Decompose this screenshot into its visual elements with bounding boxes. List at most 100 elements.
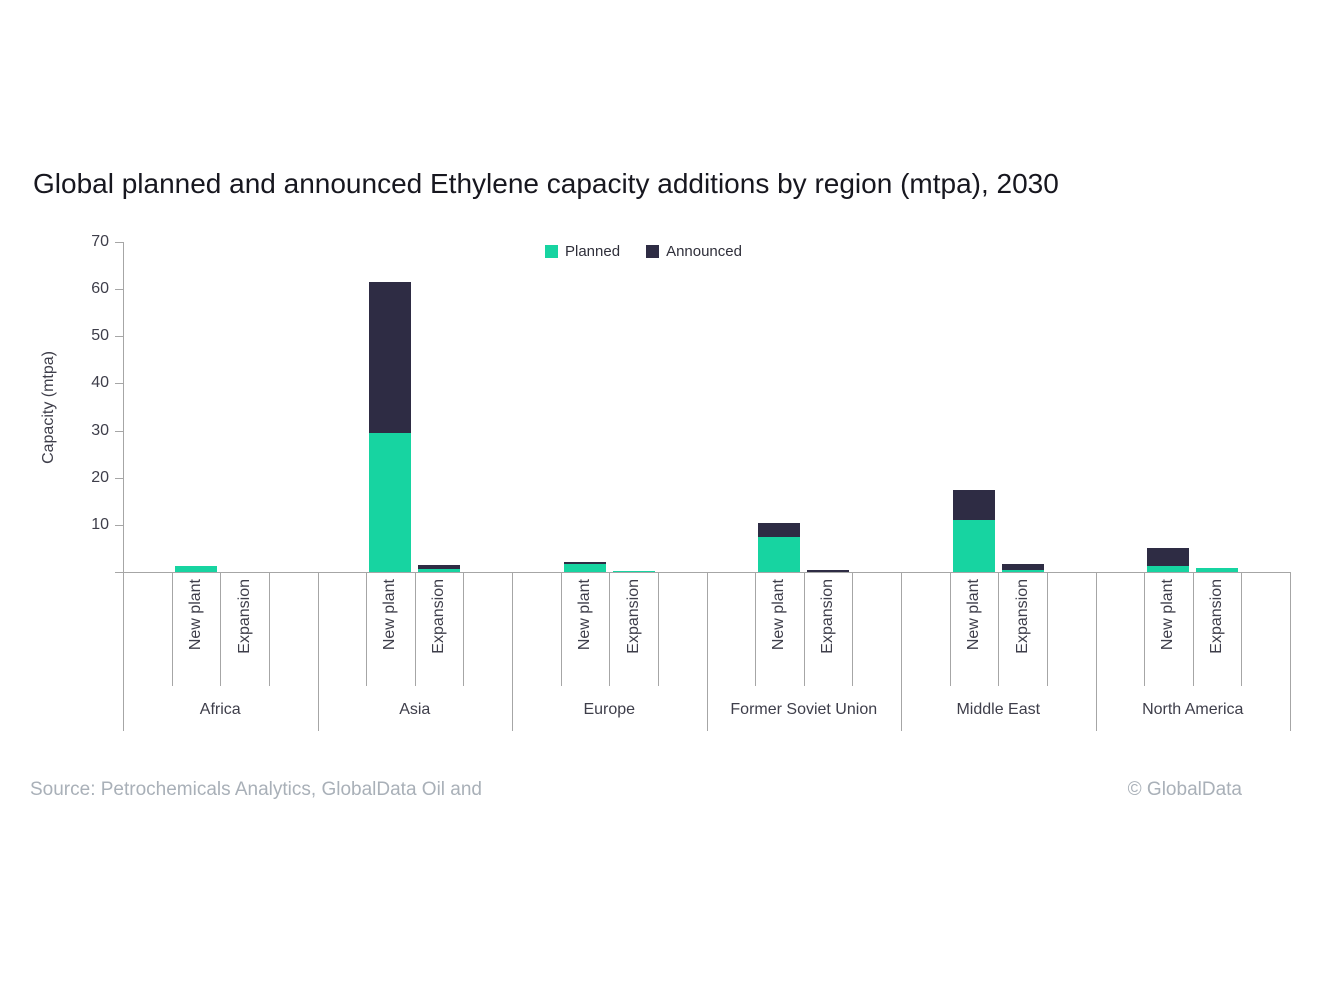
y-axis-title-text: Capacity (mtpa) <box>40 350 57 464</box>
y-tick-label: 70 <box>91 233 109 250</box>
category-cell-separator <box>414 572 416 686</box>
y-tick-label: 50 <box>91 327 109 345</box>
subcategory-label-text: New plant <box>381 579 399 651</box>
legend: Planned Announced <box>545 243 742 260</box>
subcategory-label-text: Expansion <box>1013 579 1031 654</box>
y-tick-label: 10 <box>91 515 109 533</box>
subcategory-label-text: Expansion <box>1208 579 1226 654</box>
category-cell-separator <box>463 572 465 686</box>
category-cell-separator <box>755 572 757 686</box>
y-tick-label: 40 <box>91 374 109 392</box>
bar-announced-asia-expansion <box>418 565 461 570</box>
category-cell-separator <box>1144 572 1146 686</box>
bar-planned-europe-expansion <box>612 570 655 572</box>
bar-announced-asia-new_plant <box>369 282 412 433</box>
bar-announced-europe-new_plant <box>563 561 606 564</box>
category-cell-separator <box>657 572 659 686</box>
subcategory-label-expansion: Expansion <box>220 579 269 682</box>
subcategory-label-new-plant: New plant <box>172 579 221 682</box>
legend-item-planned: Planned <box>545 243 620 260</box>
legend-swatch-icon <box>646 245 660 258</box>
bar-planned-europe-new_plant <box>563 563 606 572</box>
group-separator <box>317 572 319 731</box>
bar-planned-north-america-new_plant <box>1147 565 1190 572</box>
subcategory-label-text: New plant <box>964 579 982 651</box>
y-tick-mark <box>115 336 123 338</box>
region-label-former-soviet-union: Former Soviet Union <box>730 701 878 718</box>
subcategory-label-expansion: Expansion <box>609 579 658 682</box>
bar-announced-middle-east-new_plant <box>952 490 995 521</box>
category-cell-separator <box>998 572 1000 686</box>
bar-planned-africa-new_plant <box>174 565 217 572</box>
y-axis-title: Capacity (mtpa) <box>38 242 60 572</box>
subcategory-label-text: Expansion <box>235 579 253 654</box>
category-cell-separator <box>171 572 173 686</box>
legend-item-announced: Announced <box>646 243 742 260</box>
subcategory-label-new-plant: New plant <box>561 579 610 682</box>
x-axis-line <box>115 572 1290 573</box>
legend-label: Planned <box>565 243 621 260</box>
source-note: Source: Petrochemicals Analytics, Global… <box>30 779 482 800</box>
legend-label: Announced <box>666 243 742 260</box>
category-cell-separator <box>949 572 951 686</box>
y-tick-label: 20 <box>91 468 109 486</box>
subcategory-label-text: New plant <box>575 579 593 651</box>
category-cell-separator <box>560 572 562 686</box>
bar-planned-former-soviet-union-new_plant <box>758 536 801 572</box>
subcategory-label-new-plant: New plant <box>755 579 804 682</box>
subcategory-label-text: New plant <box>1159 579 1177 651</box>
subcategory-label-text: Expansion <box>430 579 448 654</box>
group-separator <box>1290 572 1291 731</box>
region-label-asia: Asia <box>399 701 431 718</box>
subcategory-label-new-plant: New plant <box>366 579 415 682</box>
category-cell-separator <box>609 572 611 686</box>
legend-swatch-icon <box>545 245 558 258</box>
category-cell-separator <box>803 572 805 686</box>
group-separator <box>706 572 708 731</box>
category-cell-separator <box>1192 572 1194 686</box>
subcategory-label-text: Expansion <box>624 579 642 654</box>
bar-announced-north-america-new_plant <box>1147 548 1190 566</box>
subcategory-label-expansion: Expansion <box>998 579 1047 682</box>
category-cell-separator <box>852 572 854 686</box>
bar-planned-north-america-expansion <box>1196 567 1239 572</box>
region-label-europe: Europe <box>583 701 636 718</box>
y-tick-label: 60 <box>91 280 109 298</box>
y-axis-line <box>123 242 124 572</box>
chart-title: Global planned and announced Ethylene ca… <box>33 168 1059 199</box>
region-label-middle-east: Middle East <box>956 701 1041 718</box>
subcategory-label-new-plant: New plant <box>1144 579 1193 682</box>
y-tick-mark <box>115 242 123 243</box>
y-tick-mark <box>115 524 123 526</box>
subcategory-label-expansion: Expansion <box>1193 579 1242 682</box>
region-label-africa: Africa <box>199 701 241 718</box>
subcategory-label-text: New plant <box>770 579 788 651</box>
subcategory-label-text: New plant <box>186 579 204 651</box>
group-separator <box>1095 572 1097 731</box>
bar-planned-middle-east-expansion <box>1001 570 1044 572</box>
group-separator <box>901 572 902 731</box>
category-cell-separator <box>268 572 270 686</box>
bar-planned-asia-new_plant <box>369 432 412 572</box>
group-separator <box>123 572 124 731</box>
y-tick-mark <box>115 289 123 291</box>
category-cell-separator <box>1046 572 1048 686</box>
bar-announced-former-soviet-union-expansion <box>807 569 850 572</box>
bar-announced-middle-east-expansion <box>1001 564 1044 571</box>
category-cell-separator <box>220 572 222 686</box>
y-tick-mark <box>115 430 123 432</box>
group-separator <box>512 572 513 731</box>
copyright-note: © GlobalData <box>1127 779 1242 800</box>
bar-planned-middle-east-new_plant <box>952 520 995 572</box>
subcategory-label-new-plant: New plant <box>950 579 999 682</box>
y-tick-mark <box>115 477 123 479</box>
y-tick-label: 30 <box>91 421 109 439</box>
subcategory-label-expansion: Expansion <box>415 579 464 682</box>
subcategory-label-text: Expansion <box>819 579 837 654</box>
bar-planned-asia-expansion <box>418 569 461 572</box>
region-label-north-america: North America <box>1142 701 1244 718</box>
bar-announced-former-soviet-union-new_plant <box>758 522 801 537</box>
y-tick-mark <box>115 383 123 385</box>
category-cell-separator <box>366 572 368 686</box>
